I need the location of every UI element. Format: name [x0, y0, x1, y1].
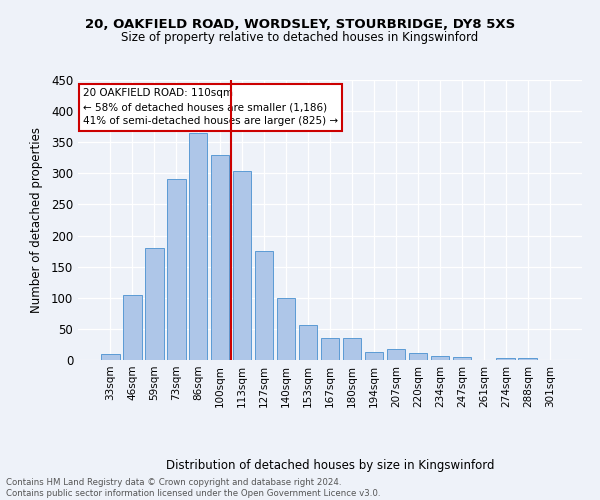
Bar	[123, 296, 142, 360]
Text: Distribution of detached houses by size in Kingswinford: Distribution of detached houses by size …	[166, 460, 494, 472]
Bar	[365, 352, 383, 360]
Bar	[320, 338, 340, 360]
Bar	[299, 325, 317, 360]
Bar	[233, 172, 251, 360]
Bar	[255, 251, 274, 360]
Bar	[211, 154, 229, 360]
Bar	[386, 349, 405, 360]
Bar	[452, 357, 471, 360]
Text: Contains HM Land Registry data © Crown copyright and database right 2024.
Contai: Contains HM Land Registry data © Crown c…	[6, 478, 380, 498]
Bar	[431, 356, 449, 360]
Bar	[409, 352, 427, 360]
Bar	[101, 354, 119, 360]
Bar	[277, 298, 295, 360]
Text: 20 OAKFIELD ROAD: 110sqm
← 58% of detached houses are smaller (1,186)
41% of sem: 20 OAKFIELD ROAD: 110sqm ← 58% of detach…	[83, 88, 338, 126]
Bar	[167, 179, 185, 360]
Bar	[145, 248, 164, 360]
Text: Size of property relative to detached houses in Kingswinford: Size of property relative to detached ho…	[121, 31, 479, 44]
Bar	[189, 133, 208, 360]
Y-axis label: Number of detached properties: Number of detached properties	[29, 127, 43, 313]
Text: 20, OAKFIELD ROAD, WORDSLEY, STOURBRIDGE, DY8 5XS: 20, OAKFIELD ROAD, WORDSLEY, STOURBRIDGE…	[85, 18, 515, 30]
Bar	[518, 358, 537, 360]
Bar	[343, 338, 361, 360]
Bar	[496, 358, 515, 360]
